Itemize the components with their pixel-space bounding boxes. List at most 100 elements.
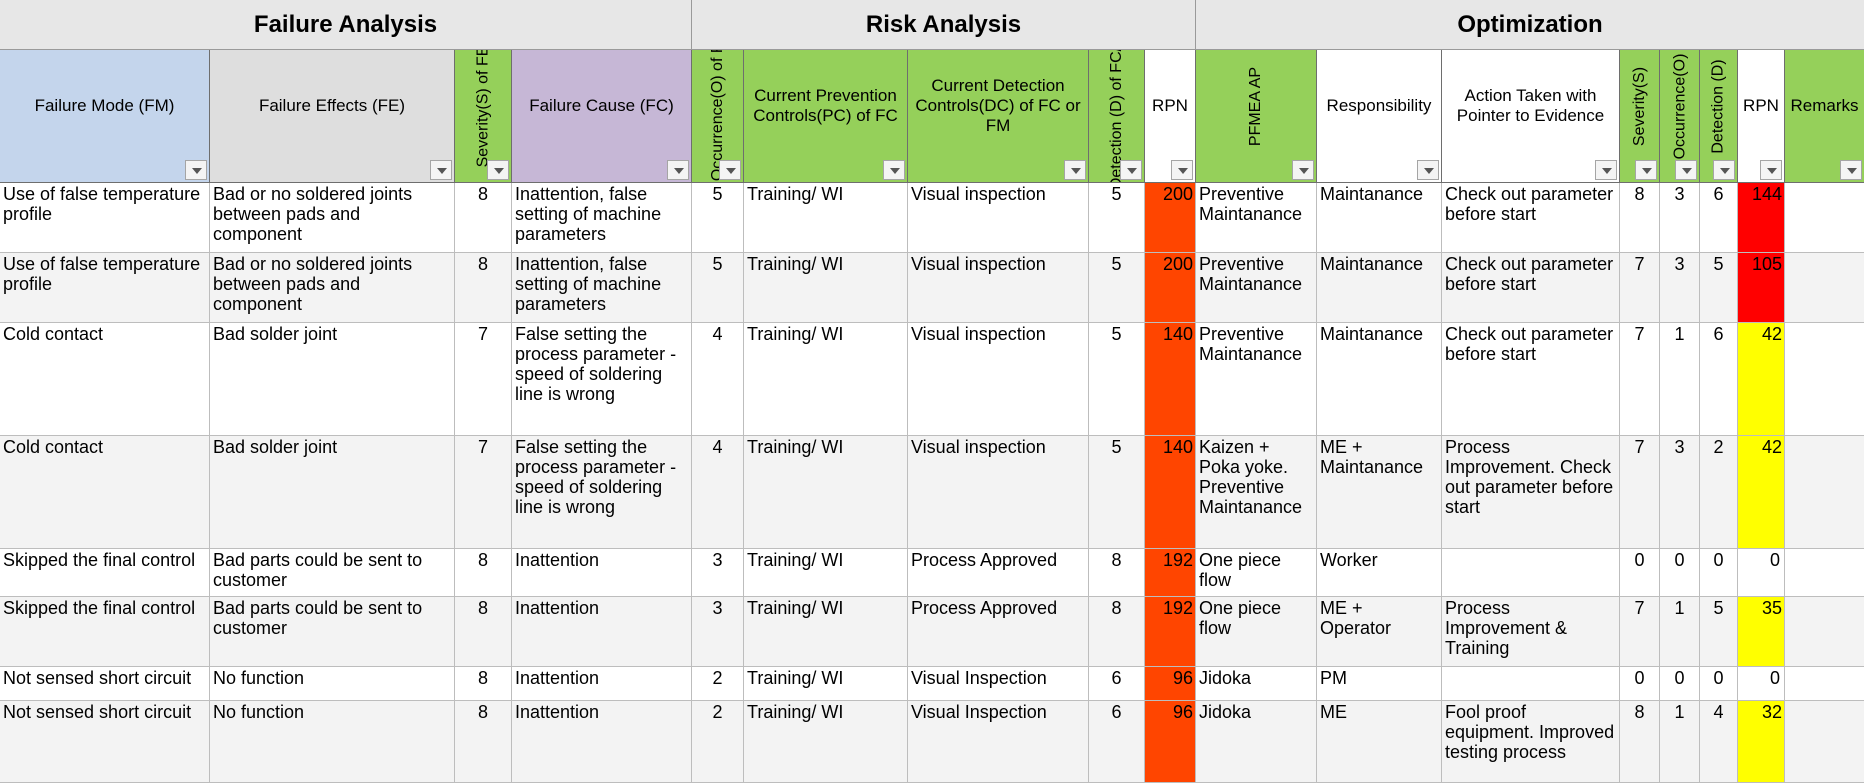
cell-d[interactable]: 8 bbox=[1089, 549, 1145, 597]
filter-dropdown-button[interactable] bbox=[1713, 160, 1735, 180]
cell-o[interactable]: 4 bbox=[692, 436, 744, 549]
cell-ap[interactable]: Kaizen + Poka yoke. Preventive Maintanan… bbox=[1196, 436, 1317, 549]
cell-pc[interactable]: Training/ WI bbox=[744, 667, 908, 701]
cell-remarks[interactable] bbox=[1785, 183, 1864, 253]
cell-rpn[interactable]: 140 bbox=[1145, 323, 1196, 436]
cell-rpn[interactable]: 42 bbox=[1738, 323, 1785, 436]
cell-fe[interactable]: No function bbox=[210, 667, 455, 701]
cell-ap[interactable]: One piece flow bbox=[1196, 597, 1317, 667]
cell-rpn[interactable]: 200 bbox=[1145, 183, 1196, 253]
cell-d[interactable]: 6 bbox=[1089, 667, 1145, 701]
cell-fe[interactable]: Bad or no soldered joints between pads a… bbox=[210, 253, 455, 323]
cell-dc[interactable]: Process Approved bbox=[908, 549, 1089, 597]
cell-d[interactable]: 6 bbox=[1700, 183, 1738, 253]
cell-action[interactable]: Fool proof equipment. Improved testing p… bbox=[1442, 701, 1620, 783]
cell-remarks[interactable] bbox=[1785, 436, 1864, 549]
cell-fe[interactable]: Bad parts could be sent to customer bbox=[210, 597, 455, 667]
cell-fe[interactable]: Bad parts could be sent to customer bbox=[210, 549, 455, 597]
cell-resp[interactable]: ME + Operator bbox=[1317, 597, 1442, 667]
cell-o[interactable]: 0 bbox=[1660, 549, 1700, 597]
cell-rpn[interactable]: 96 bbox=[1145, 667, 1196, 701]
cell-remarks[interactable] bbox=[1785, 701, 1864, 783]
cell-fe[interactable]: Bad solder joint bbox=[210, 436, 455, 549]
cell-o[interactable]: 1 bbox=[1660, 597, 1700, 667]
cell-o[interactable]: 3 bbox=[1660, 253, 1700, 323]
cell-dc[interactable]: Visual Inspection bbox=[908, 701, 1089, 783]
cell-resp[interactable]: Maintanance bbox=[1317, 183, 1442, 253]
cell-d[interactable]: 5 bbox=[1089, 436, 1145, 549]
cell-fc[interactable]: Inattention bbox=[512, 667, 692, 701]
cell-action[interactable]: Check out parameter before start bbox=[1442, 253, 1620, 323]
cell-fm[interactable]: Not sensed short circuit bbox=[0, 701, 210, 783]
cell-dc[interactable]: Visual Inspection bbox=[908, 667, 1089, 701]
cell-rpn[interactable]: 32 bbox=[1738, 701, 1785, 783]
cell-fc[interactable]: Inattention bbox=[512, 597, 692, 667]
cell-o[interactable]: 5 bbox=[692, 183, 744, 253]
cell-pc[interactable]: Training/ WI bbox=[744, 597, 908, 667]
filter-dropdown-button[interactable] bbox=[185, 160, 207, 180]
cell-pc[interactable]: Training/ WI bbox=[744, 436, 908, 549]
cell-pc[interactable]: Training/ WI bbox=[744, 323, 908, 436]
cell-ap[interactable]: One piece flow bbox=[1196, 549, 1317, 597]
cell-resp[interactable]: Maintanance bbox=[1317, 323, 1442, 436]
filter-dropdown-button[interactable] bbox=[1417, 160, 1439, 180]
filter-dropdown-button[interactable] bbox=[1064, 160, 1086, 180]
filter-dropdown-button[interactable] bbox=[1595, 160, 1617, 180]
cell-fm[interactable]: Skipped the final control bbox=[0, 597, 210, 667]
cell-rpn[interactable]: 0 bbox=[1738, 549, 1785, 597]
cell-ap[interactable]: Preventive Maintanance bbox=[1196, 323, 1317, 436]
cell-o[interactable]: 2 bbox=[692, 701, 744, 783]
cell-remarks[interactable] bbox=[1785, 597, 1864, 667]
filter-dropdown-button[interactable] bbox=[1840, 160, 1862, 180]
cell-rpn[interactable]: 105 bbox=[1738, 253, 1785, 323]
cell-ap[interactable]: Jidoka bbox=[1196, 667, 1317, 701]
cell-resp[interactable]: ME bbox=[1317, 701, 1442, 783]
cell-fc[interactable]: Inattention, false setting of machine pa… bbox=[512, 253, 692, 323]
filter-dropdown-button[interactable] bbox=[1120, 160, 1142, 180]
filter-dropdown-button[interactable] bbox=[1171, 160, 1193, 180]
cell-resp[interactable]: Maintanance bbox=[1317, 253, 1442, 323]
cell-d[interactable]: 8 bbox=[1089, 597, 1145, 667]
cell-d[interactable]: 5 bbox=[1089, 323, 1145, 436]
cell-rpn[interactable]: 144 bbox=[1738, 183, 1785, 253]
cell-o[interactable]: 4 bbox=[692, 323, 744, 436]
cell-d[interactable]: 5 bbox=[1700, 253, 1738, 323]
cell-pc[interactable]: Training/ WI bbox=[744, 701, 908, 783]
cell-resp[interactable]: PM bbox=[1317, 667, 1442, 701]
cell-s[interactable]: 7 bbox=[1620, 253, 1660, 323]
cell-s[interactable]: 8 bbox=[1620, 701, 1660, 783]
cell-rpn[interactable]: 35 bbox=[1738, 597, 1785, 667]
cell-action[interactable]: Process Improvement. Check out parameter… bbox=[1442, 436, 1620, 549]
cell-s[interactable]: 8 bbox=[455, 701, 512, 783]
cell-s[interactable]: 8 bbox=[455, 183, 512, 253]
cell-pc[interactable]: Training/ WI bbox=[744, 183, 908, 253]
cell-action[interactable] bbox=[1442, 549, 1620, 597]
filter-dropdown-button[interactable] bbox=[667, 160, 689, 180]
cell-fm[interactable]: Cold contact bbox=[0, 323, 210, 436]
cell-fe[interactable]: No function bbox=[210, 701, 455, 783]
cell-dc[interactable]: Visual inspection bbox=[908, 323, 1089, 436]
cell-remarks[interactable] bbox=[1785, 549, 1864, 597]
cell-s[interactable]: 0 bbox=[1620, 667, 1660, 701]
cell-rpn[interactable]: 200 bbox=[1145, 253, 1196, 323]
cell-fm[interactable]: Cold contact bbox=[0, 436, 210, 549]
filter-dropdown-button[interactable] bbox=[1675, 160, 1697, 180]
cell-dc[interactable]: Visual inspection bbox=[908, 253, 1089, 323]
cell-rpn[interactable]: 96 bbox=[1145, 701, 1196, 783]
cell-remarks[interactable] bbox=[1785, 253, 1864, 323]
cell-remarks[interactable] bbox=[1785, 667, 1864, 701]
cell-o[interactable]: 5 bbox=[692, 253, 744, 323]
cell-fc[interactable]: Inattention bbox=[512, 701, 692, 783]
cell-s[interactable]: 7 bbox=[1620, 597, 1660, 667]
cell-d[interactable]: 2 bbox=[1700, 436, 1738, 549]
cell-dc[interactable]: Visual inspection bbox=[908, 183, 1089, 253]
cell-ap[interactable]: Jidoka bbox=[1196, 701, 1317, 783]
cell-action[interactable]: Process Improvement & Training bbox=[1442, 597, 1620, 667]
cell-action[interactable]: Check out parameter before start bbox=[1442, 323, 1620, 436]
cell-o[interactable]: 1 bbox=[1660, 323, 1700, 436]
cell-action[interactable]: Check out parameter before start bbox=[1442, 183, 1620, 253]
cell-fe[interactable]: Bad or no soldered joints between pads a… bbox=[210, 183, 455, 253]
cell-s[interactable]: 8 bbox=[455, 667, 512, 701]
cell-fc[interactable]: False setting the process parameter - sp… bbox=[512, 323, 692, 436]
cell-fc[interactable]: Inattention bbox=[512, 549, 692, 597]
